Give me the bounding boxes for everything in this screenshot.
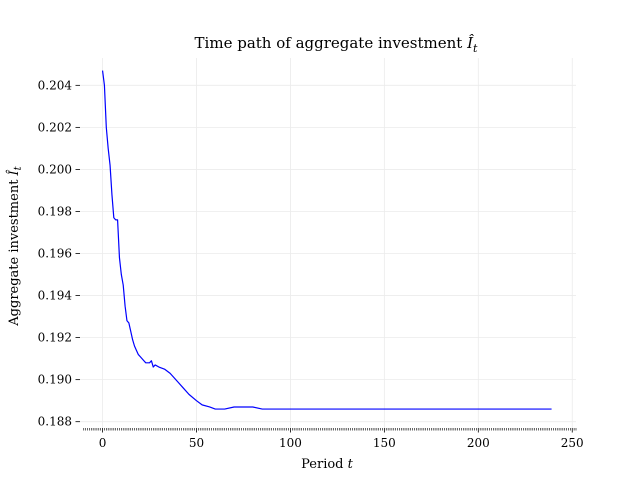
x-tick-label: 150	[373, 436, 396, 450]
y-tick-label: 0.192	[38, 331, 72, 345]
y-tick-label: 0.196	[38, 247, 72, 261]
x-tick-label: 200	[467, 436, 490, 450]
x-tick-label: 0	[99, 436, 107, 450]
x-tick-label: 50	[189, 436, 204, 450]
x-tick-label: 250	[561, 436, 584, 450]
grid	[80, 58, 576, 428]
x-axis: 0 50 100 150 200 250	[83, 428, 584, 450]
y-tick-label: 0.204	[38, 78, 73, 92]
y-tick-label: 0.198	[38, 204, 72, 218]
y-tick-label: 0.200	[38, 162, 72, 176]
series-layer	[101, 70, 552, 410]
y-tick-label: 0.194	[38, 289, 73, 303]
y-tick-label: 0.190	[38, 373, 72, 387]
y-axis-title: Aggregate investment Ît	[6, 165, 24, 326]
chart-title: Time path of aggregate investment Ît	[195, 34, 478, 55]
y-tick-label: 0.188	[38, 415, 72, 429]
y-axis: 0.188 0.190 0.192 0.194 0.196 0.198 0.200 0.202…	[38, 78, 80, 429]
y-tick-label: 0.202	[38, 120, 72, 134]
x-tick-label: 100	[279, 436, 302, 450]
series-line	[101, 70, 552, 410]
x-axis-title: Period t	[301, 457, 354, 472]
